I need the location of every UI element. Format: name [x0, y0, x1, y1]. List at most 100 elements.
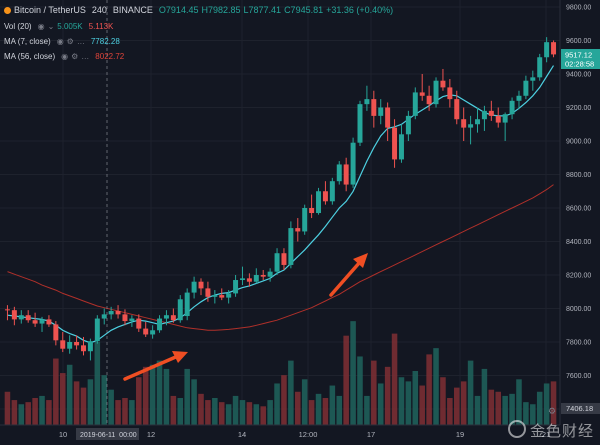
candle[interactable]	[60, 331, 66, 353]
volume-bar	[32, 398, 38, 425]
candle[interactable]	[392, 119, 398, 168]
candle[interactable]	[18, 310, 24, 324]
candle[interactable]	[468, 115, 474, 145]
candle[interactable]	[226, 290, 232, 304]
candle[interactable]	[302, 204, 308, 235]
time-axis[interactable]	[0, 425, 560, 445]
candle[interactable]	[551, 40, 557, 58]
candle[interactable]	[46, 315, 52, 327]
candle[interactable]	[530, 70, 536, 91]
candle[interactable]	[516, 90, 522, 110]
candle[interactable]	[101, 308, 107, 325]
candle[interactable]	[495, 107, 501, 128]
candle[interactable]	[67, 335, 73, 354]
candle[interactable]	[454, 90, 460, 125]
candle[interactable]	[163, 310, 169, 326]
candle[interactable]	[488, 100, 494, 121]
settings-icon[interactable]: ⚙	[71, 52, 79, 61]
candle[interactable]	[398, 124, 404, 163]
ma7-legend[interactable]: MA (7, close) ◉ ⚙… 7782.28	[4, 37, 126, 46]
candle[interactable]	[523, 75, 529, 100]
candle[interactable]	[115, 305, 121, 319]
candle[interactable]	[274, 248, 280, 275]
candle[interactable]	[246, 273, 252, 287]
candle[interactable]	[440, 68, 446, 91]
candle[interactable]	[364, 85, 370, 111]
candle[interactable]	[316, 187, 322, 215]
candle[interactable]	[219, 288, 225, 301]
candle[interactable]	[281, 248, 287, 270]
candle[interactable]	[267, 268, 273, 282]
volume-bar	[129, 400, 135, 425]
visibility-icon[interactable]: ◉	[37, 22, 45, 31]
more-icon[interactable]: …	[76, 37, 85, 46]
candle[interactable]	[81, 336, 86, 356]
price-axis[interactable]	[560, 0, 600, 445]
candle[interactable]	[87, 338, 93, 361]
candle[interactable]	[322, 181, 328, 205]
symbol-name[interactable]: Bitcoin / TetherUS	[14, 5, 86, 15]
candle[interactable]	[25, 310, 31, 323]
candle[interactable]	[544, 37, 550, 63]
candle[interactable]	[336, 161, 342, 185]
candle[interactable]	[157, 315, 163, 333]
candle[interactable]	[447, 79, 453, 108]
volume-bar	[18, 404, 25, 425]
candle[interactable]	[205, 281, 211, 302]
settings-gear-icon[interactable]: ⚙	[548, 407, 556, 417]
candle[interactable]	[426, 85, 432, 111]
candle[interactable]	[509, 97, 515, 120]
candle[interactable]	[4, 305, 10, 321]
candle[interactable]	[502, 112, 508, 141]
candle[interactable]	[94, 315, 100, 344]
candle[interactable]	[233, 275, 239, 297]
candle[interactable]	[212, 290, 218, 304]
candle[interactable]	[108, 306, 114, 320]
candle[interactable]	[412, 87, 418, 120]
candle[interactable]	[150, 325, 156, 339]
candle[interactable]	[260, 269, 266, 281]
candle[interactable]	[53, 321, 59, 346]
candle[interactable]	[170, 308, 176, 323]
candle[interactable]	[378, 99, 384, 125]
candle[interactable]	[419, 74, 425, 101]
candle[interactable]	[136, 314, 142, 332]
candle[interactable]	[177, 295, 183, 323]
candle[interactable]	[122, 309, 128, 326]
candle[interactable]	[198, 278, 204, 296]
candle[interactable]	[295, 218, 301, 242]
candle[interactable]	[191, 276, 197, 299]
candle[interactable]	[350, 137, 356, 188]
candle[interactable]	[143, 321, 149, 337]
candle[interactable]	[481, 105, 487, 131]
candle[interactable]	[309, 194, 315, 219]
visibility-icon[interactable]: ◉	[61, 52, 69, 61]
candle[interactable]	[11, 306, 17, 326]
vol-legend[interactable]: Vol (20) ◉ ⌄ 5.005K 5.113K	[4, 22, 119, 31]
candle[interactable]	[343, 157, 349, 192]
candle[interactable]	[253, 268, 259, 284]
visibility-icon[interactable]: ◉	[56, 37, 64, 46]
candle[interactable]	[433, 77, 439, 108]
candle[interactable]	[32, 312, 38, 327]
interval[interactable]: 240	[91, 5, 107, 15]
candle[interactable]	[461, 107, 467, 142]
candle[interactable]	[239, 266, 245, 286]
more-icon[interactable]: …	[81, 52, 90, 61]
candle[interactable]	[39, 316, 45, 332]
candle[interactable]	[475, 107, 480, 133]
candle[interactable]	[405, 110, 411, 141]
settings-icon[interactable]: ⚙	[66, 37, 74, 46]
candle[interactable]	[74, 335, 80, 350]
candle[interactable]	[129, 315, 135, 327]
candle[interactable]	[288, 221, 294, 269]
candle[interactable]	[357, 100, 363, 147]
chevron-down-icon[interactable]: ⌄	[47, 22, 55, 31]
candle[interactable]	[537, 53, 543, 81]
ma56-legend[interactable]: MA (56, close) ◉ ⚙… 8022.72	[4, 52, 130, 61]
candle[interactable]	[329, 177, 335, 205]
candle[interactable]	[184, 288, 190, 321]
candle[interactable]	[371, 90, 377, 128]
candle[interactable]	[385, 102, 391, 141]
